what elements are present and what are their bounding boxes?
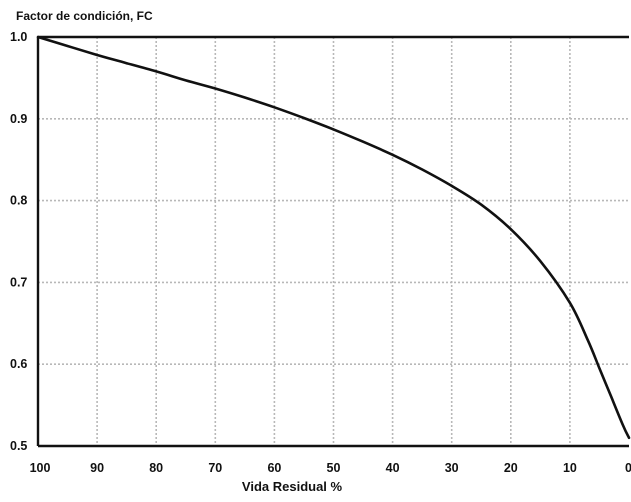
series-line <box>36 35 631 440</box>
x-tick-label: 70 <box>208 461 222 475</box>
y-tick-labels: 1.0 0.9 0.8 0.7 0.6 0.5 <box>10 30 27 453</box>
x-tick-label: 100 <box>30 461 51 475</box>
y-tick-label: 0.6 <box>10 357 27 371</box>
x-tick-label: 0 <box>625 461 631 475</box>
x-tick-label: 10 <box>563 461 577 475</box>
x-tick-label: 80 <box>149 461 163 475</box>
y-tick-label: 0.8 <box>10 194 27 208</box>
x-tick-labels: 100 90 80 70 60 50 40 30 20 10 0 <box>30 461 631 475</box>
y-axis-title: Factor de condición, FC <box>16 9 153 23</box>
x-axis-title: Vida Residual % <box>242 479 343 494</box>
grid-layer <box>38 37 629 446</box>
y-tick-label: 0.7 <box>10 275 27 289</box>
x-tick-label: 40 <box>386 461 400 475</box>
x-tick-label: 50 <box>327 461 341 475</box>
series-layer <box>36 35 631 440</box>
x-tick-label: 30 <box>445 461 459 475</box>
x-tick-label: 90 <box>90 461 104 475</box>
y-tick-label: 0.9 <box>10 112 27 126</box>
plot-frame <box>36 35 629 448</box>
y-tick-label: 1.0 <box>10 30 27 44</box>
x-tick-label: 60 <box>267 461 281 475</box>
y-tick-label: 0.5 <box>10 439 27 453</box>
x-tick-label: 20 <box>504 461 518 475</box>
